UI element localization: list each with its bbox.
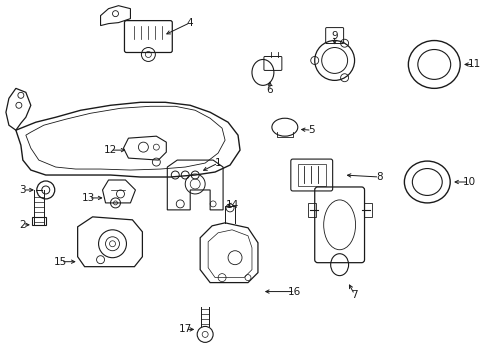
Text: 15: 15 — [54, 257, 67, 267]
Text: 4: 4 — [186, 18, 193, 28]
Text: 8: 8 — [375, 172, 382, 182]
Text: 9: 9 — [331, 31, 337, 41]
Text: 16: 16 — [287, 287, 301, 297]
Text: 2: 2 — [20, 220, 26, 230]
Text: 11: 11 — [467, 59, 480, 69]
Text: 13: 13 — [82, 193, 95, 203]
Text: 14: 14 — [225, 200, 238, 210]
Text: 6: 6 — [266, 85, 273, 95]
Text: 1: 1 — [214, 158, 221, 168]
Text: 5: 5 — [308, 125, 314, 135]
Text: 10: 10 — [462, 177, 475, 187]
Text: 17: 17 — [178, 324, 191, 334]
Text: 3: 3 — [20, 185, 26, 195]
Text: 7: 7 — [350, 289, 357, 300]
Text: 12: 12 — [103, 145, 117, 155]
